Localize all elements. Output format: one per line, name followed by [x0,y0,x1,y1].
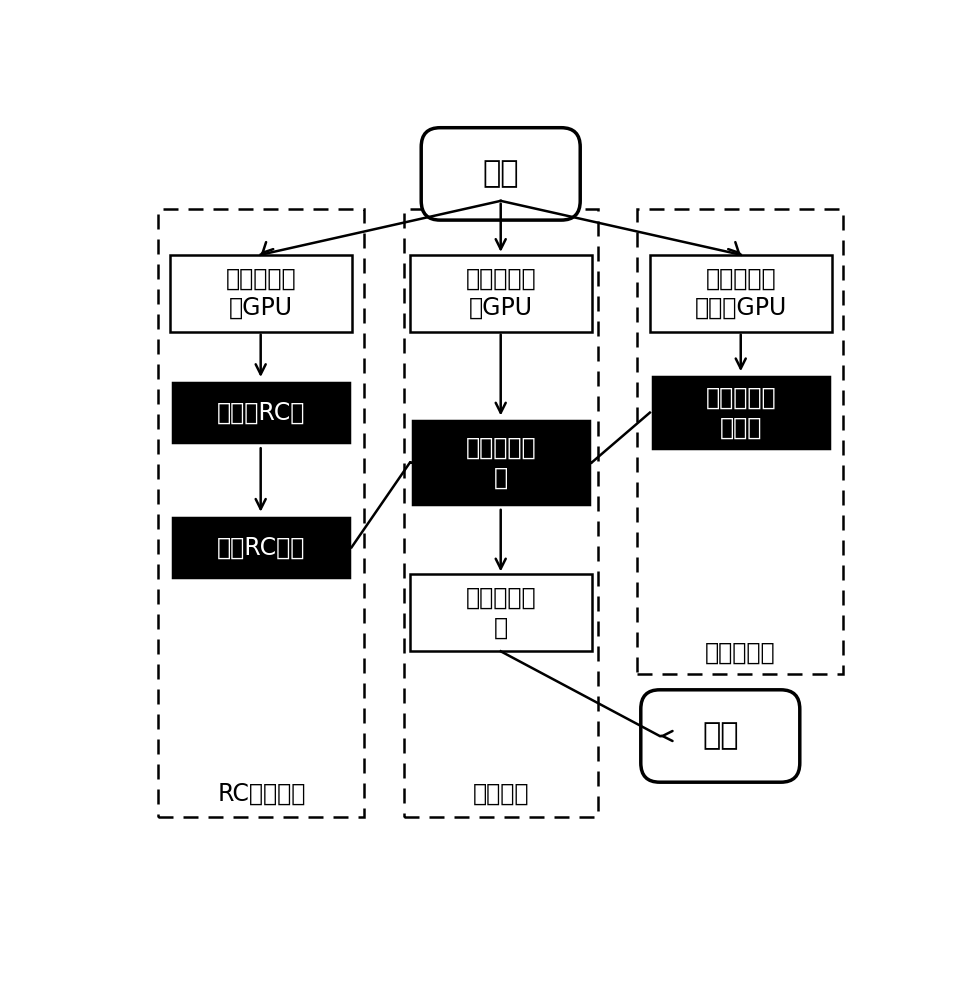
Bar [404,209,598,817]
Text: 计算图分层: 计算图分层 [704,640,776,664]
Text: 复制电路时
序边到GPU: 复制电路时 序边到GPU [695,266,786,320]
Bar [410,574,592,651]
Bar [158,209,364,817]
Text: 复制查找表
到GPU: 复制查找表 到GPU [465,266,536,320]
Bar [170,380,352,445]
Text: RC时延计算: RC时延计算 [217,781,306,805]
Text: 扁平化RC树: 扁平化RC树 [217,401,305,425]
Text: 时序前向传
播: 时序前向传 播 [465,436,536,489]
Text: 开始: 开始 [483,159,519,188]
Bar [410,255,592,332]
Bar [650,374,831,451]
Text: 计算RC时延: 计算RC时延 [217,535,305,559]
Bar [170,515,352,580]
Bar [650,255,831,332]
Text: 时序传播: 时序传播 [473,781,529,805]
Bar [170,255,352,332]
Text: 结束: 结束 [702,722,739,750]
Bar [410,418,592,507]
FancyBboxPatch shape [641,690,800,782]
Text: 时序后向传
播: 时序后向传 播 [465,586,536,640]
FancyBboxPatch shape [421,128,580,220]
Bar [637,209,843,674]
Text: 计算图分层
预处理: 计算图分层 预处理 [705,386,776,439]
Text: 复制线网边
到GPU: 复制线网边 到GPU [226,266,296,320]
